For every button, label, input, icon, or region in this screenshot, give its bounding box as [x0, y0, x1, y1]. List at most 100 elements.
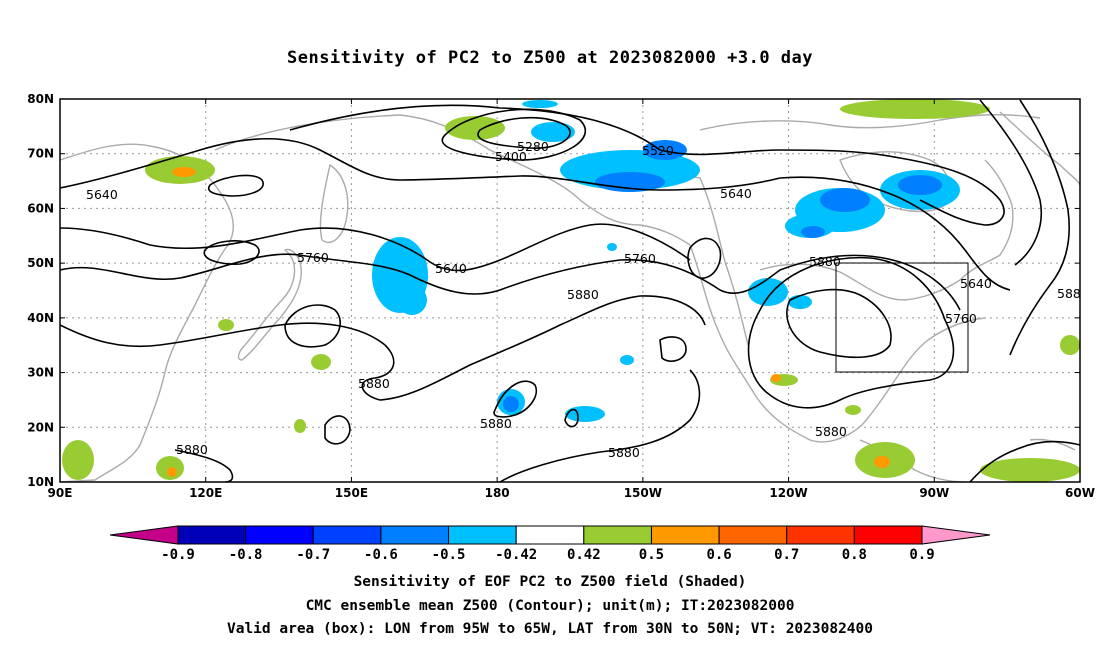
lon-label: 120E	[189, 486, 222, 500]
contour-small-eddy-3	[687, 237, 722, 279]
colorbar-label: 0.6	[706, 547, 731, 563]
colorbar-box	[245, 525, 314, 545]
shade-labrador-blue	[898, 175, 942, 195]
colorbar-label: 0.5	[639, 547, 664, 563]
lon-label: 150E	[335, 486, 368, 500]
contour-label: 5880	[358, 376, 390, 391]
shade-mexico-orange	[771, 374, 781, 382]
colorbar-box	[380, 525, 450, 545]
coastline-kamchatka	[319, 163, 349, 243]
contour-label: 5640	[86, 187, 118, 202]
shade-arctic-green-1	[445, 116, 505, 140]
lon-label: 180	[485, 486, 510, 500]
contour-5640-b	[60, 223, 691, 272]
caption-valid-area: Valid area (box): LON from 95W to 65W, L…	[226, 621, 873, 637]
contour-5640-c	[779, 176, 1011, 291]
longitude-labels: 90E 120E 150E 180 150W 120W 90W 60W	[48, 486, 1095, 500]
contour-label: 5280	[517, 139, 549, 154]
coastline-japan	[237, 248, 302, 361]
colorbar-label: -0.42	[495, 547, 537, 563]
colorbar-box	[448, 525, 517, 545]
colorbar-label: 0.42	[567, 547, 601, 563]
shade-arctic-green-ne	[840, 99, 990, 119]
coastline-north-america-west	[689, 244, 811, 441]
shade-canada-blue	[820, 188, 870, 212]
contour-small-eddy-5	[284, 304, 341, 348]
colorbar-box	[853, 525, 923, 545]
contour-small-eddy-2	[208, 174, 264, 197]
colorbar-label: -0.7	[296, 547, 330, 563]
lon-label: 150W	[624, 486, 662, 500]
map-gridlines	[60, 99, 1080, 482]
contour-60w-a	[1009, 99, 1070, 356]
colorbar-max-triangle	[921, 525, 991, 545]
contour-5880-d	[174, 449, 234, 482]
shade-caribbean-orange	[874, 456, 890, 468]
colorbar-box	[786, 525, 855, 545]
contour-5520-a	[289, 104, 1005, 226]
contour-5880-e	[499, 369, 701, 482]
contour-label: 5520	[642, 143, 674, 158]
colorbar-label: 0.9	[909, 547, 934, 563]
contour-small-eddy-1	[203, 240, 260, 265]
colorbar-label: -0.9	[161, 547, 195, 563]
shade-sea-orange	[167, 467, 177, 477]
contour-5880-h	[564, 408, 579, 428]
lon-label: 90E	[48, 486, 73, 500]
lon-label: 90W	[919, 486, 949, 500]
lat-label: 10N	[27, 475, 54, 489]
chart-title: Sensitivity of PC2 to Z500 at 2023082000…	[286, 48, 813, 68]
lat-label: 40N	[27, 311, 54, 325]
lon-label: 60W	[1065, 486, 1095, 500]
contour-label: 5880	[480, 416, 512, 431]
shade-us-west-cyan-2	[788, 295, 812, 309]
colorbar-box	[718, 525, 788, 545]
colorbar-label: -0.6	[364, 547, 398, 563]
shade-misc-cyan	[620, 355, 634, 365]
shade-arctic-blue-2	[522, 100, 558, 108]
contour-5400	[441, 108, 587, 161]
lat-label: 20N	[27, 420, 54, 434]
contour-label: 5880	[815, 424, 847, 439]
contour-5880-f	[324, 415, 351, 445]
shade-sea-green	[62, 440, 94, 480]
contour-label: 5640	[435, 261, 467, 276]
lat-label: 50N	[27, 256, 54, 270]
axis-ticks	[59, 98, 1081, 483]
caption-shaded: Sensitivity of EOF PC2 to Z500 field (Sh…	[353, 574, 747, 590]
lat-label: 70N	[27, 147, 54, 161]
shade-subtropic-blue	[503, 396, 519, 412]
shade-canada-blue-2	[801, 226, 825, 238]
colorbar-box	[177, 525, 247, 545]
sensitivity-shading	[62, 99, 1080, 482]
shade-pacific-nw-cyan-2	[397, 285, 427, 315]
shade-asia-green-3	[294, 419, 306, 433]
caption-contour: CMC ensemble mean Z500 (Contour); unit(m…	[305, 598, 795, 614]
contour-label: 5880	[567, 287, 599, 302]
contour-label: 5640	[720, 186, 752, 201]
colorbar-label: 0.8	[842, 547, 867, 563]
contour-label: 5400	[495, 149, 527, 164]
contour-label: 5760	[297, 250, 329, 265]
colorbar-min-triangle	[109, 525, 179, 545]
contour-5880-i	[969, 440, 1080, 482]
contour-label: 5760	[624, 251, 656, 266]
colorbar-labels: -0.9 -0.8 -0.7 -0.6 -0.5 -0.42 0.42 0.5 0.6 0.7 0.…	[161, 547, 935, 563]
colorbar	[109, 525, 991, 545]
contour-5640-a	[60, 137, 781, 191]
colorbar-label: -0.5	[432, 547, 466, 563]
contour-5880-a	[60, 295, 706, 401]
colorbar-label: 0.7	[774, 547, 799, 563]
coastline-siberia	[214, 114, 691, 246]
latitude-labels: 10N 20N 30N 40N 50N 60N 70N 80N	[27, 92, 54, 489]
contour-label: 5880	[608, 445, 640, 460]
colorbar-box	[312, 525, 382, 545]
colorbar-box	[515, 525, 585, 545]
z500-contours	[60, 99, 1080, 482]
contour-5880-c	[786, 288, 892, 359]
shade-asia-green-2	[218, 319, 234, 331]
contour-label: 5640	[960, 276, 992, 291]
shade-gulf-green	[845, 405, 861, 415]
colorbar-box	[583, 525, 652, 545]
